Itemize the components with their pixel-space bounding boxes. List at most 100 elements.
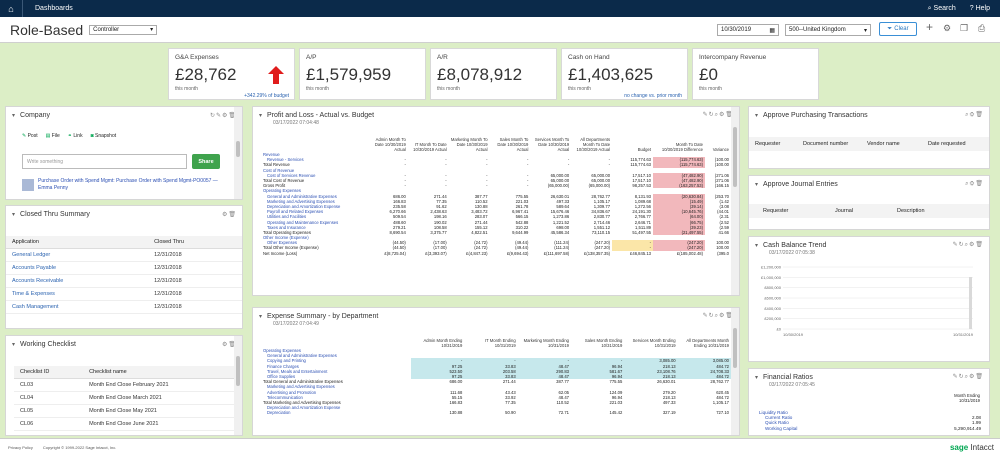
post-input[interactable]: Write something: [22, 154, 187, 169]
scrollbar-thumb[interactable]: [733, 127, 737, 187]
column-header-description[interactable]: Description: [897, 208, 925, 214]
row-label[interactable]: Operating and Maintenance Expenses: [267, 219, 339, 225]
column-header-document-number[interactable]: Document number: [803, 141, 849, 147]
row-label[interactable]: General and Administrative Expenses: [267, 193, 337, 199]
chevron-down-icon[interactable]: ▾: [12, 112, 16, 119]
row-label[interactable]: Gross Profit: [263, 183, 286, 189]
chevron-down-icon[interactable]: ▾: [12, 341, 16, 348]
row-label[interactable]: Travel, Meals and Entertainment: [267, 368, 328, 374]
ratio-label[interactable]: Liquidity Ratio: [759, 410, 788, 415]
dashboards-menu[interactable]: Dashboards: [35, 5, 73, 12]
row-label[interactable]: Copying and Printing: [267, 358, 306, 364]
row-label[interactable]: Other Income (Expense): [263, 235, 309, 241]
chevron-down-icon[interactable]: ▾: [12, 211, 16, 218]
row-label[interactable]: Finance Charges: [267, 363, 299, 369]
date-field[interactable]: 10/30/2019 ▦: [717, 24, 779, 36]
application-link[interactable]: Accounts Payable: [6, 261, 149, 275]
scrollbar-thumb[interactable]: [236, 356, 240, 386]
panel-tools-icon[interactable]: ⚙🗑: [222, 341, 237, 348]
row-label[interactable]: Total Other Income (Expense): [263, 245, 319, 251]
column-header-vendor-name[interactable]: Vendor name: [867, 141, 900, 147]
scrollbar[interactable]: [731, 107, 739, 295]
scrollbar-thumb[interactable]: [236, 141, 240, 157]
row-label[interactable]: Total Cost of Revenue: [263, 178, 305, 184]
row-label[interactable]: Revenue: [263, 152, 280, 158]
row-label[interactable]: Cost of Services Revenue: [267, 172, 316, 178]
column-header-requester[interactable]: Requester: [755, 141, 781, 147]
application-link[interactable]: General Ledger: [6, 248, 149, 262]
tab-post[interactable]: ✎ Post: [22, 133, 38, 139]
row-label[interactable]: Payroll and Related Expenses: [267, 209, 324, 215]
scrollbar-thumb[interactable]: [733, 328, 737, 368]
column-header-requester[interactable]: Requester: [763, 208, 789, 214]
panel-tools-icon[interactable]: ✎↻⌕⚙🗑: [702, 313, 734, 319]
gear-icon[interactable]: ⚙: [943, 23, 952, 33]
panel-tools-icon[interactable]: ✎↻⌕⚙🗑: [952, 374, 984, 380]
entity-select[interactable]: 500--United Kingdom ▾: [785, 24, 871, 36]
ratio-label[interactable]: Quick Ratio: [765, 420, 789, 426]
row-label[interactable]: Operating Expenses: [263, 188, 301, 194]
kpi-ap[interactable]: A/P £1,579,959 this month: [299, 48, 426, 100]
tab-file[interactable]: ▤ File: [46, 133, 60, 139]
tab-link[interactable]: ⚭ Link: [68, 133, 83, 139]
help-button[interactable]: ? Help: [970, 5, 990, 12]
copy-icon[interactable]: ❐: [960, 23, 969, 33]
row-label[interactable]: General and Administrative Expenses: [267, 353, 337, 359]
chevron-down-icon[interactable]: ▾: [755, 112, 759, 119]
scrollbar[interactable]: [731, 308, 739, 435]
add-icon[interactable]: +: [926, 20, 934, 34]
tab-snapshot[interactable]: ◙ Snapshot: [91, 133, 117, 139]
kpi-ga-expenses[interactable]: G&A Expenses £28,762 this month +342.29%…: [168, 48, 295, 100]
row-label[interactable]: Advertising and Promotion: [267, 389, 317, 395]
row-label[interactable]: Depreciation and Amortization Expense: [267, 405, 341, 411]
row-label[interactable]: Total General and Administrative Expense…: [263, 379, 343, 385]
share-button[interactable]: Share: [192, 154, 220, 169]
row-label[interactable]: Office Supplies: [267, 374, 296, 380]
row-label[interactable]: Other Expenses: [267, 240, 298, 246]
application-link[interactable]: Time & Expenses: [6, 287, 149, 301]
chevron-down-icon[interactable]: ▾: [755, 374, 759, 381]
row-label[interactable]: Depreciation: [267, 410, 291, 416]
role-select[interactable]: Controller ▾: [89, 24, 158, 35]
chart-bar[interactable]: [969, 277, 972, 329]
ratio-label[interactable]: Working Capital: [765, 425, 798, 431]
panel-tools-icon[interactable]: ⌕⚙🗑: [965, 112, 984, 118]
kpi-intercompany-revenue[interactable]: Intercompany Revenue £0 this month: [692, 48, 819, 100]
chevron-down-icon[interactable]: ▾: [755, 181, 759, 188]
kpi-cash-on-hand[interactable]: Cash on Hand £1,403,625 this month no ch…: [561, 48, 688, 100]
kpi-ar[interactable]: A/R £8,078,912 this month: [430, 48, 557, 100]
chevron-down-icon[interactable]: ▾: [259, 313, 263, 320]
column-header-application[interactable]: Application: [6, 236, 149, 249]
row-label[interactable]: Marketing and Advertising Expenses: [267, 384, 335, 390]
column-header-closed-thru[interactable]: Closed Thru: [148, 236, 242, 249]
home-icon[interactable]: ⌂: [8, 3, 14, 14]
application-link[interactable]: Accounts Receivable: [6, 274, 149, 288]
row-label[interactable]: Net Income (Loss): [263, 250, 298, 256]
column-header-journal[interactable]: Journal: [835, 208, 854, 214]
row-label[interactable]: Marketing and Advertising Expenses: [267, 198, 335, 204]
table-row[interactable]: CL06 Month End Close June 2021: [14, 417, 236, 431]
panel-tools-icon[interactable]: ⌕⚙🗑: [965, 181, 984, 187]
panel-tools-icon[interactable]: ✎↻⌕⚙🗑: [952, 242, 984, 248]
chevron-down-icon[interactable]: ▾: [259, 112, 263, 119]
column-header-date-requested[interactable]: Date requested: [928, 141, 966, 147]
table-row[interactable]: CL05 Month End Close May 2021: [14, 404, 236, 418]
row-label[interactable]: Taxes and Insurance: [267, 224, 306, 230]
row-label[interactable]: Utilities and Facilities: [267, 214, 307, 220]
row-label[interactable]: Total Operating Expenses: [263, 229, 311, 235]
row-label[interactable]: Telecommunication: [267, 394, 303, 400]
print-icon[interactable]: ⎙: [978, 23, 986, 33]
application-link[interactable]: Cash Management: [6, 300, 149, 314]
privacy-link[interactable]: Privacy Policy: [8, 444, 33, 450]
clear-filter-button[interactable]: ⏷ Clear: [879, 22, 917, 36]
scrollbar[interactable]: [234, 336, 242, 435]
row-label[interactable]: Total Marketing and Advertising Expenses: [263, 399, 341, 405]
row-label[interactable]: Cost of Revenue: [263, 167, 295, 173]
row-label[interactable]: Operating Expenses: [263, 348, 301, 354]
ratio-label[interactable]: Current Ratio: [765, 415, 793, 421]
table-row[interactable]: CL04 Month End Close March 2021: [14, 391, 236, 405]
panel-tools-icon[interactable]: ✎↻⌕⚙🗑: [702, 112, 734, 118]
row-label[interactable]: Revenue - Services: [267, 157, 304, 163]
column-header-checklist-id[interactable]: Checklist ID: [14, 366, 84, 379]
row-label[interactable]: Total Revenue: [263, 162, 290, 168]
